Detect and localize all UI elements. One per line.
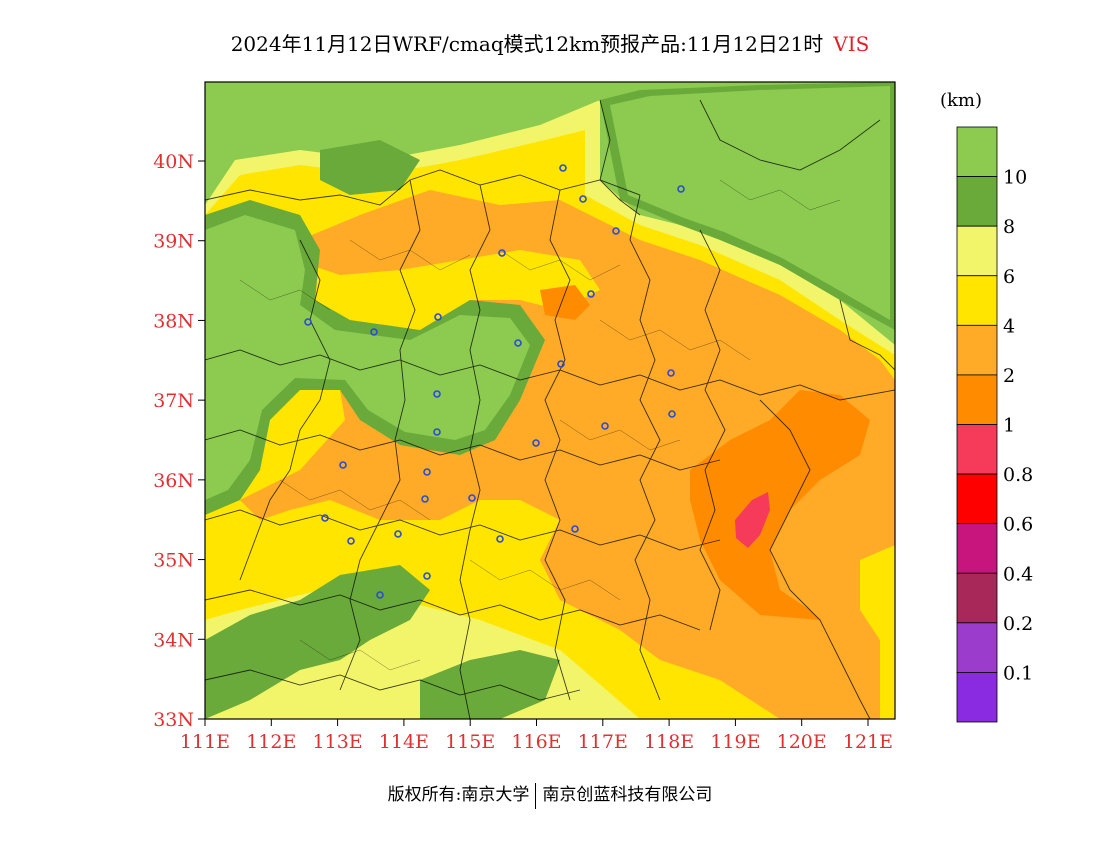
title-main: 2024年11月12日WRF/cmaq模式12km预报产品:11月12日21时 <box>230 32 824 56</box>
lon-label: 118E <box>644 731 694 753</box>
lon-label: 111E <box>180 731 230 753</box>
city-marker <box>667 369 675 377</box>
county-boundaries <box>239 179 841 671</box>
color-bar: 10 8 6 4 2 1 0.8 0.6 0.4 0.2 0.1 <box>956 126 1033 723</box>
colorbar-label: 2 <box>1003 365 1015 387</box>
city-marker <box>423 468 431 476</box>
vis-band-10-west-inner <box>205 215 530 500</box>
lon-label: 115E <box>445 731 495 753</box>
city-marker <box>347 537 355 545</box>
lat-label: 35N <box>153 550 194 572</box>
map-title: 2024年11月12日WRF/cmaq模式12km预报产品:11月12日21时 V… <box>0 28 1100 57</box>
lat-label: 33N <box>153 709 194 731</box>
colorbar-segment <box>956 672 998 723</box>
city-marker <box>668 410 676 418</box>
copyright-divider <box>535 782 537 809</box>
colorbar-label: 8 <box>1003 216 1015 238</box>
city-marker <box>394 530 402 538</box>
city-marker <box>376 591 384 599</box>
city-markers <box>304 164 685 599</box>
lon-label: 116E <box>511 731 561 753</box>
map-panel <box>205 82 895 719</box>
lat-label: 36N <box>153 470 194 492</box>
city-marker <box>433 428 441 436</box>
city-marker <box>433 390 441 398</box>
city-marker <box>339 461 347 469</box>
colorbar-label: 1 <box>1003 415 1015 437</box>
city-marker <box>601 422 609 430</box>
copyright-left: 版权所有:南京大学 <box>387 785 530 805</box>
colorbar-segment <box>956 572 998 624</box>
city-marker <box>304 318 312 326</box>
city-marker <box>370 328 378 336</box>
city-marker <box>514 339 522 347</box>
city-marker <box>677 185 685 193</box>
colorbar-segment <box>956 424 998 475</box>
legend-unit: (km) <box>940 90 983 111</box>
lat-label: 38N <box>153 310 194 332</box>
city-marker <box>612 227 620 235</box>
copyright-notice: 版权所有:南京大学 南京创蓝科技有限公司 <box>0 780 1100 809</box>
vis-band-1-2-north <box>540 285 590 320</box>
city-marker <box>571 525 579 533</box>
lon-label: 120E <box>777 731 827 753</box>
lon-label: 121E <box>843 731 893 753</box>
city-marker <box>496 535 504 543</box>
city-marker <box>498 249 506 257</box>
city-marker <box>434 313 442 321</box>
colorbar-segment <box>956 473 998 525</box>
lon-label: 117E <box>578 731 628 753</box>
lon-label: 119E <box>710 731 760 753</box>
city-marker <box>559 164 567 172</box>
colorbar-label: 0.4 <box>1003 563 1033 585</box>
longitude-axis: 111E 112E 113E 114E 115E 116E 117E 118E 119E 120E… <box>180 719 893 753</box>
vis-band-8-nw <box>320 140 420 195</box>
city-marker <box>423 572 431 580</box>
lat-label: 37N <box>153 390 194 412</box>
colorbar-segment <box>956 225 998 277</box>
colorbar-segment <box>956 523 998 574</box>
lat-label: 39N <box>153 231 194 253</box>
city-marker <box>557 360 565 368</box>
colorbar-segment <box>956 176 998 227</box>
vis-band-10-nw <box>205 82 480 170</box>
colorbar-label: 0.8 <box>1003 464 1033 486</box>
lat-label: 40N <box>153 151 194 173</box>
colorbar-label: 0.1 <box>1003 662 1033 684</box>
lon-label: 112E <box>246 731 296 753</box>
colorbar-label: 0.6 <box>1003 514 1033 536</box>
city-marker <box>579 195 587 203</box>
colorbar-segment <box>956 324 998 376</box>
vis-band-10-north-inner <box>610 86 890 320</box>
colorbar-segment <box>956 622 998 673</box>
city-marker <box>321 514 329 522</box>
colorbar-segment <box>956 374 998 425</box>
vis-band-0.8-1 <box>735 492 770 548</box>
city-marker <box>587 290 595 298</box>
province-boundaries <box>205 99 895 719</box>
city-marker <box>468 494 476 502</box>
colorbar-label: 4 <box>1003 315 1015 337</box>
colorbar-segment <box>956 126 998 177</box>
lat-label: 34N <box>153 629 194 651</box>
title-variable: VIS <box>833 32 870 56</box>
lon-label: 113E <box>313 731 363 753</box>
vis-band-1-2 <box>690 390 870 620</box>
latitude-axis: 40N 39N 38N 37N 36N 35N 34N 33N <box>153 151 205 731</box>
vis-band-8-10-southeast <box>420 650 560 719</box>
colorbar-label: 6 <box>1003 266 1015 288</box>
city-marker <box>532 439 540 447</box>
city-marker <box>421 495 429 503</box>
colorbar-segment <box>956 275 998 326</box>
colorbar-label: 0.2 <box>1003 613 1033 635</box>
copyright-right: 南京创蓝科技有限公司 <box>542 785 713 805</box>
vis-band-8-10-south <box>205 565 430 719</box>
colorbar-label: 10 <box>1003 167 1027 189</box>
lon-label: 114E <box>379 731 429 753</box>
